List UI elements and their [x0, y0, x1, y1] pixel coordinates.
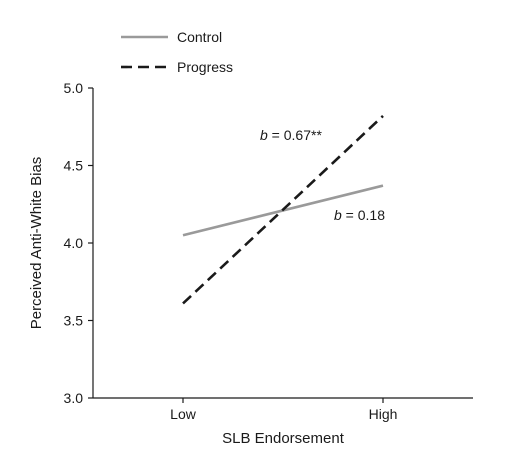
- y-tick-label: 4.5: [64, 158, 84, 174]
- y-tick-label: 3.5: [64, 313, 84, 329]
- x-tick-label: High: [369, 406, 398, 422]
- y-tick-label: 3.0: [64, 390, 84, 406]
- x-axis: Low High: [93, 398, 473, 422]
- y-tick-label: 5.0: [64, 80, 84, 96]
- annotation-layer: b = 0.67**b = 0.18: [260, 127, 385, 223]
- legend-label-progress: Progress: [177, 59, 233, 75]
- slope-symbol: b: [260, 127, 268, 143]
- slope-value: = 0.18: [342, 207, 385, 223]
- slope-symbol: b: [334, 207, 342, 223]
- slope-annotation-control: b = 0.18: [334, 207, 385, 223]
- y-axis-title: Perceived Anti-White Bias: [28, 157, 45, 330]
- legend-label-control: Control: [177, 29, 222, 45]
- y-tick-label: 4.0: [64, 235, 84, 251]
- x-axis-title: SLB Endorsement: [222, 430, 345, 447]
- legend: Control Progress: [121, 29, 233, 75]
- slope-annotation-progress: b = 0.67**: [260, 127, 322, 143]
- y-axis: 3.0 3.5 4.0 4.5 5.0: [64, 80, 93, 406]
- slope-value: = 0.67**: [268, 127, 323, 143]
- x-tick-label: Low: [170, 406, 197, 422]
